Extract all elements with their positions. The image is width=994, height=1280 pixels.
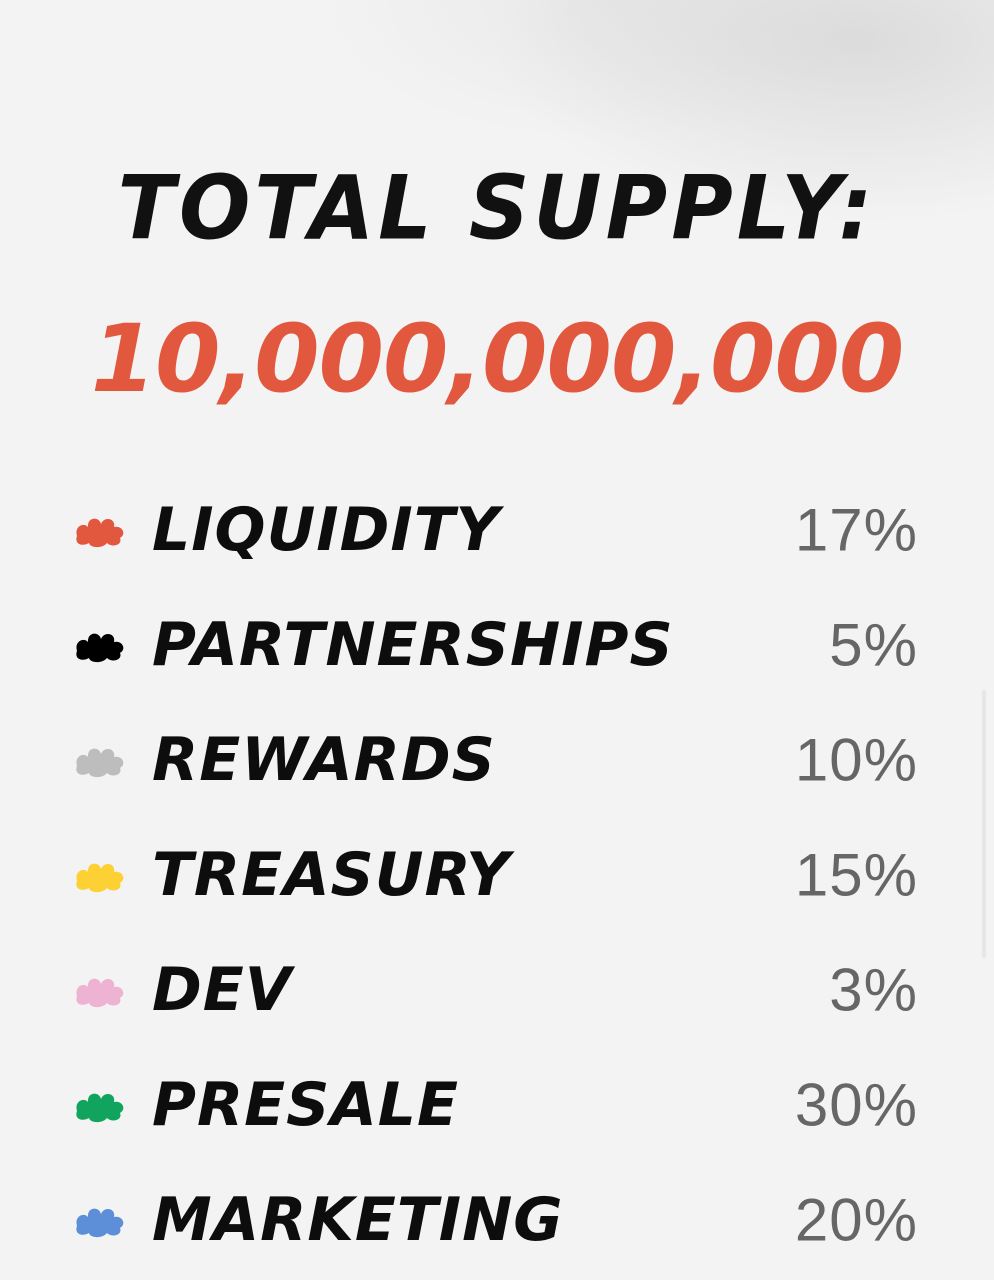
paint-swatch-icon bbox=[76, 1208, 124, 1237]
total-supply-value: 10,000,000,000 bbox=[90, 305, 905, 414]
paint-swatch-icon bbox=[76, 863, 124, 892]
allocation-row-presale: PRESALE 30% bbox=[72, 1047, 918, 1162]
allocation-row-marketing: MARKETING 20% bbox=[72, 1162, 918, 1277]
allocation-label: PARTNERSHIPS bbox=[152, 609, 674, 680]
allocation-percent: 17% bbox=[794, 496, 918, 563]
allocation-label: LIQUIDITY bbox=[152, 494, 501, 565]
paint-swatch-icon bbox=[76, 748, 124, 777]
allocation-label: TREASURY bbox=[152, 839, 511, 910]
allocation-row-dev: DEV 3% bbox=[72, 932, 918, 1047]
paint-swatch-icon bbox=[76, 978, 124, 1007]
allocation-percent: 30% bbox=[794, 1071, 918, 1138]
allocation-row-treasury: TREASURY 15% bbox=[72, 817, 918, 932]
allocation-label: DEV bbox=[152, 954, 293, 1025]
allocation-percent: 5% bbox=[829, 611, 918, 678]
allocation-percent: 15% bbox=[794, 841, 918, 908]
allocation-percent: 3% bbox=[829, 956, 918, 1023]
allocation-row-rewards: REWARDS 10% bbox=[72, 702, 918, 817]
allocation-percent: 20% bbox=[794, 1186, 918, 1253]
page-title: TOTAL SUPPLY: bbox=[117, 156, 877, 260]
paint-swatch-icon bbox=[76, 633, 124, 662]
allocation-row-liquidity: LIQUIDITY 17% bbox=[72, 472, 918, 587]
paint-swatch-icon bbox=[76, 1093, 124, 1122]
allocation-list: LIQUIDITY 17% PARTNERSHIPS 5% REWARDS 10… bbox=[72, 472, 918, 1277]
scrollbar[interactable] bbox=[982, 690, 986, 958]
allocation-label: PRESALE bbox=[152, 1069, 460, 1140]
allocation-label: REWARDS bbox=[152, 724, 496, 795]
allocation-percent: 10% bbox=[794, 726, 918, 793]
paint-swatch-icon bbox=[76, 518, 124, 547]
allocation-row-partnerships: PARTNERSHIPS 5% bbox=[72, 587, 918, 702]
allocation-label: MARKETING bbox=[152, 1184, 564, 1255]
